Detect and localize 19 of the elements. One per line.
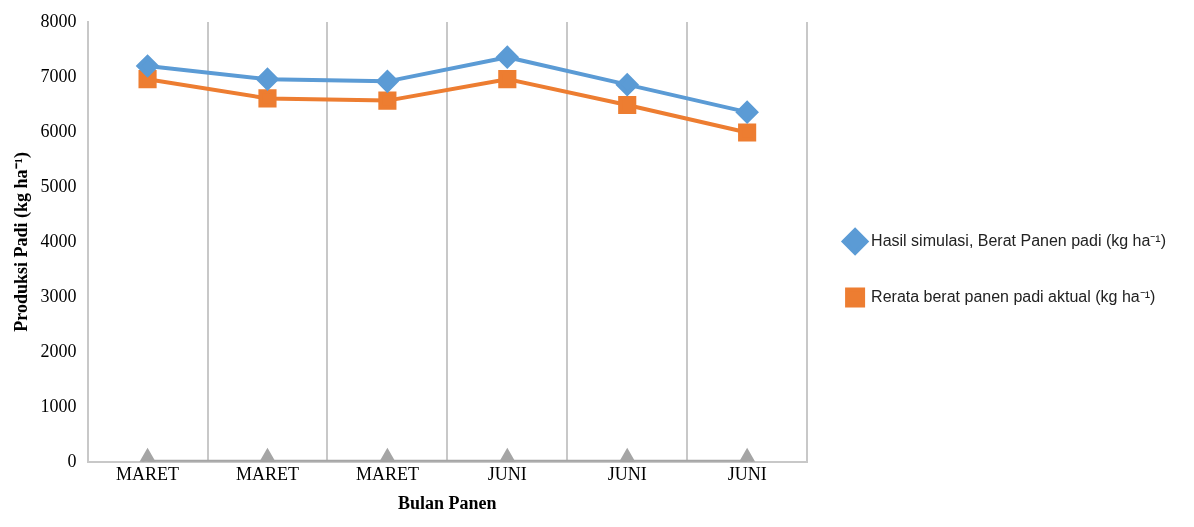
y-tick-label: 6000 — [40, 120, 77, 141]
y-tick-label: 4000 — [40, 230, 77, 251]
y-tick-label: 3000 — [40, 285, 77, 306]
x-tick-label: MARET — [355, 464, 419, 485]
y-tick-label: 0 — [67, 450, 77, 471]
x-tick-label: MARET — [235, 464, 299, 485]
y-tick-label: 2000 — [40, 340, 77, 361]
x-tick-label: JUNI — [487, 464, 527, 485]
y-tick-label: 5000 — [40, 175, 77, 196]
x-tick-label: MARET — [116, 464, 180, 485]
y-axis-title: Produksi Padi (kg ha⁻¹) — [11, 152, 33, 332]
legend-label: Hasil simulasi, Berat Panen padi (kg ha⁻¹) — [871, 231, 1166, 249]
y-tick-label: 1000 — [40, 395, 77, 416]
y-tick-label: 7000 — [40, 65, 77, 86]
y-tick-label: 8000 — [40, 10, 77, 31]
legend-label: Rerata berat panen padi aktual (kg ha⁻¹) — [871, 287, 1156, 305]
x-tick-label: JUNI — [607, 464, 647, 485]
x-tick-label: JUNI — [727, 464, 767, 485]
x-axis-title: Bulan Panen — [398, 492, 497, 513]
